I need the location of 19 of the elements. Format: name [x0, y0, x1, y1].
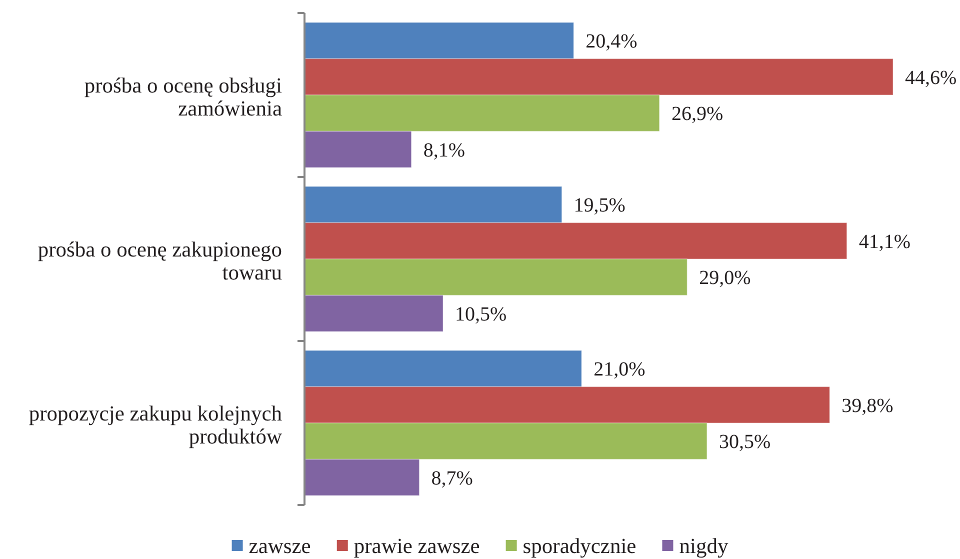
- data-label: 26,9%: [671, 103, 724, 126]
- data-label: 41,1%: [858, 230, 910, 253]
- data-label: 20,4%: [586, 30, 638, 53]
- y-tick-label: propozycje zakupu kolejnych produktów: [28, 402, 282, 448]
- data-label: 8,1%: [423, 139, 466, 162]
- y-tick-label: prośba o ocenę zakupionego towaru: [38, 238, 282, 284]
- data-label: 10,5%: [455, 303, 507, 326]
- data-label: 30,5%: [718, 431, 771, 454]
- y-tick-label: prośba o ocenę obsługi zamówienia: [84, 74, 282, 120]
- data-label: 8,7%: [431, 467, 473, 490]
- legend-label: zawsze: [248, 534, 311, 558]
- data-label: 19,5%: [574, 194, 626, 217]
- data-label: 39,8%: [842, 394, 894, 417]
- data-label: 44,6%: [905, 66, 957, 89]
- legend-label: prawie zawsze: [354, 534, 480, 558]
- legend-label: nigdy: [679, 534, 728, 558]
- data-label: 29,0%: [699, 267, 751, 290]
- data-label: 21,0%: [594, 358, 646, 381]
- legend-label: sporadycznie: [522, 534, 636, 558]
